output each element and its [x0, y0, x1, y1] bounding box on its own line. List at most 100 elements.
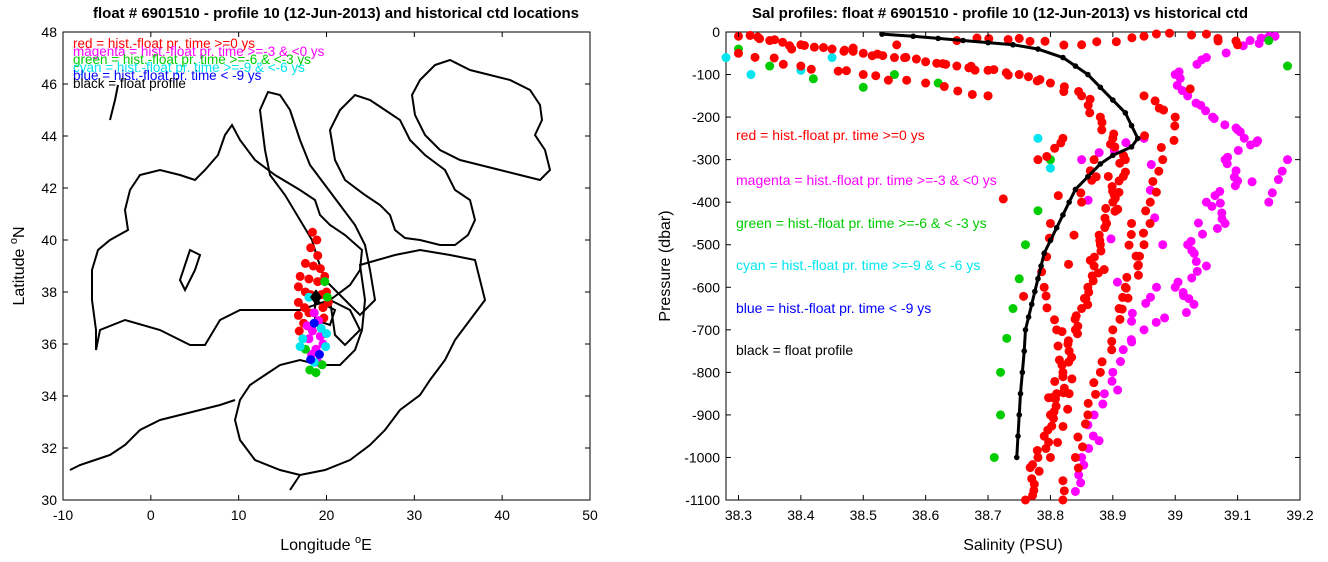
profile-point-red — [1121, 283, 1131, 293]
profile-point-magenta — [1217, 214, 1227, 224]
profile-point-red — [733, 48, 743, 58]
float-profile-line — [1055, 214, 1065, 229]
profile-point-red — [1057, 327, 1067, 337]
float-profile-line — [1037, 47, 1064, 59]
float-profile-line — [1017, 393, 1022, 415]
float-profile-line — [1112, 145, 1133, 157]
station-point-red — [294, 326, 304, 336]
profile-point-red — [1020, 495, 1030, 505]
profile-point-magenta — [1229, 172, 1239, 182]
profile-point-red — [1042, 303, 1052, 313]
sal-ytick-label: -600 — [692, 279, 720, 295]
profile-point-red — [1109, 129, 1119, 139]
profile-point-red — [806, 64, 816, 74]
profile-point-magenta — [1139, 325, 1149, 335]
profile-point-magenta — [1141, 298, 1151, 308]
map-ytick-label: 40 — [41, 232, 57, 248]
sal-xtick-label: 38.3 — [725, 507, 752, 523]
map-xtick-label: 10 — [231, 507, 247, 523]
profile-point-red — [1131, 251, 1141, 261]
profile-point-red — [1115, 158, 1125, 168]
profile-point-red — [841, 66, 851, 76]
map-plot-area — [62, 31, 591, 501]
profile-point-red — [1122, 272, 1132, 282]
profile-point-magenta — [1158, 240, 1168, 250]
profile-point-red — [1096, 246, 1106, 256]
sal-legend-green: green = hist.-float pr. time >=-6 & < -3… — [736, 215, 987, 231]
map-ytick-label: 38 — [41, 284, 57, 300]
float-profile-line — [1086, 162, 1102, 178]
profile-point-red — [1067, 374, 1077, 384]
profile-point-magenta — [1189, 248, 1199, 258]
profile-point-red — [989, 65, 999, 75]
float-profile-line — [1099, 154, 1114, 166]
profile-point-magenta — [1107, 376, 1117, 386]
profile-point-magenta — [1173, 277, 1183, 287]
profile-point-green — [808, 74, 818, 84]
profile-point-red — [755, 34, 765, 44]
float-profile-line — [1020, 350, 1026, 373]
float-profile-line — [1027, 303, 1034, 318]
profile-point-magenta — [1198, 229, 1208, 239]
map-legend-green: green = hist.-float pr. time >=-6 & <-3 … — [73, 52, 311, 67]
sal-legend: red = hist.-float pr. time >=0 ys magent… — [736, 127, 997, 358]
profile-point-magenta — [1126, 335, 1136, 345]
profile-point-red — [1053, 437, 1063, 447]
profile-point-magenta — [1247, 177, 1257, 187]
float-profile-line — [1111, 99, 1127, 114]
float-profile-line — [1130, 124, 1140, 140]
float-profile-line — [1049, 227, 1059, 242]
profile-point-red — [1078, 442, 1088, 452]
profile-point-red — [1156, 142, 1166, 152]
profile-point-red — [1032, 445, 1042, 455]
coastline-segment — [328, 93, 477, 246]
map-panel: float # 6901510 - profile 10 (12-Jun-201… — [8, 5, 598, 554]
profile-point-red — [998, 194, 1008, 204]
profile-point-magenta — [1127, 316, 1137, 326]
map-xtick-label: 20 — [319, 507, 335, 523]
profile-point-cyan — [1045, 163, 1055, 173]
profile-point-red — [1033, 155, 1043, 165]
profile-point-red — [787, 44, 797, 54]
profile-point-magenta — [1118, 345, 1128, 355]
profile-point-red — [1133, 270, 1143, 280]
profile-point-red — [1085, 108, 1095, 118]
profile-point-red — [1148, 176, 1158, 186]
sal-ylabel: Pressure (dbar) — [657, 210, 674, 321]
coastline-segment — [91, 84, 364, 351]
profile-point-red — [1158, 155, 1168, 165]
float-profile-line — [1130, 137, 1139, 148]
profile-point-red — [1073, 321, 1083, 331]
float-profile-line — [1062, 56, 1077, 68]
profile-point-green — [1002, 333, 1012, 343]
sal-legend-red: red = hist.-float pr. time >=0 ys — [736, 127, 925, 143]
profile-point-red — [796, 61, 806, 71]
profile-point-magenta — [1233, 145, 1243, 155]
map-legend-cyan: cyan = hist.-float pr. time >=-9 & <-6 y… — [73, 60, 305, 75]
profile-point-magenta — [1181, 308, 1191, 318]
profile-point-red — [1127, 33, 1137, 43]
profile-point-red — [1151, 187, 1161, 197]
station-point-magenta — [309, 308, 319, 318]
profile-point-red — [1053, 341, 1063, 351]
profile-point-magenta — [1283, 155, 1293, 165]
sal-xtick-label: 38.4 — [787, 507, 814, 523]
profile-point-red — [1054, 355, 1064, 365]
profile-point-magenta — [1192, 266, 1202, 276]
float-profile-line — [1086, 73, 1102, 89]
sal-ytick-label: -500 — [692, 237, 720, 253]
profile-point-magenta — [1151, 317, 1161, 327]
profile-point-red — [953, 86, 963, 96]
profile-point-green — [1014, 274, 1024, 284]
profile-point-magenta — [1193, 218, 1203, 228]
station-point-red — [307, 227, 317, 237]
profile-point-magenta — [1201, 106, 1211, 116]
profile-point-red — [921, 57, 931, 67]
profile-point-red — [1073, 432, 1083, 442]
float-profile-line — [1015, 436, 1020, 458]
profile-point-red — [1072, 329, 1082, 339]
profile-point-magenta — [1099, 389, 1109, 399]
profile-point-red — [1056, 138, 1066, 148]
station-point-red — [306, 243, 316, 253]
profile-point-red — [1059, 40, 1069, 50]
